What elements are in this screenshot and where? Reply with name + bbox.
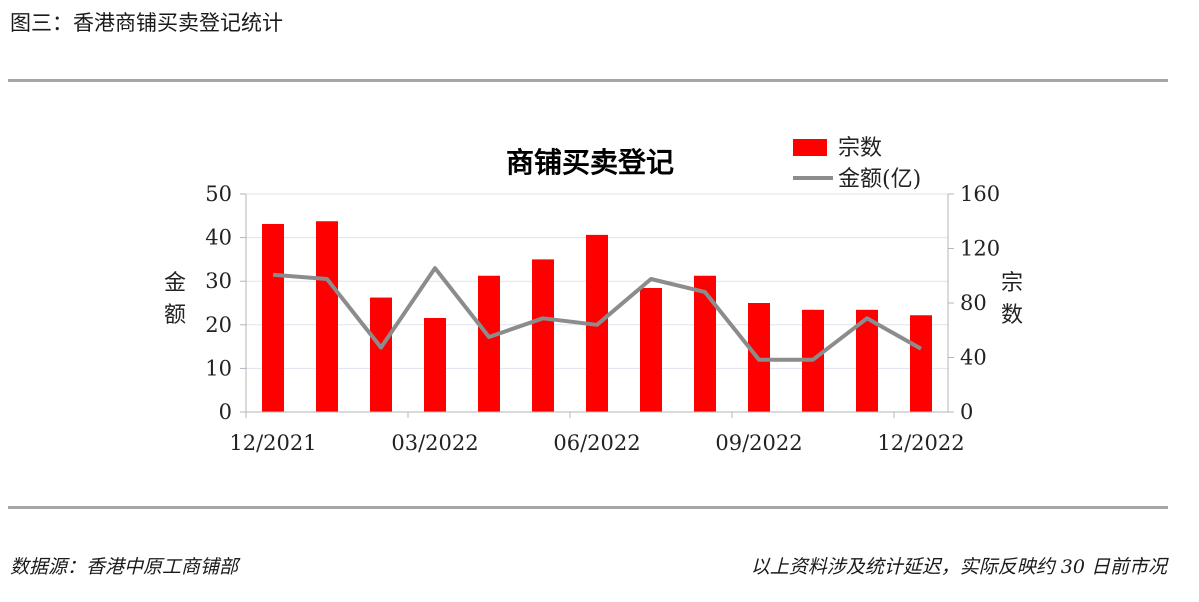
line-series	[272, 266, 922, 362]
left-tick-label-5: 50	[205, 182, 232, 206]
tick-labels: 0 10 20 30 40 50 0 40 80 120 160 12/2021 03/2022 06/2…	[205, 182, 1000, 455]
right-tick-label-0: 0	[960, 400, 973, 424]
legend-bar-swatch	[793, 139, 827, 156]
bar-0	[262, 223, 284, 412]
top-divider	[8, 79, 1168, 82]
bar-5	[532, 259, 554, 412]
left-axis-label: 金额	[164, 271, 186, 328]
x-tick-label-0: 12/2021	[229, 431, 316, 455]
x-tick-label-3: 09/2022	[715, 431, 802, 455]
legend-line-label: 金额(亿)	[838, 167, 921, 192]
footnote: 以上资料涉及统计延迟，实际反映约 30 日前市况	[750, 556, 1167, 578]
bar-4	[478, 275, 500, 412]
right-tick-label-1: 40	[960, 346, 987, 370]
left-tick-label-3: 30	[205, 269, 232, 293]
x-tick-label-1: 03/2022	[391, 431, 478, 455]
right-tick-label-2: 80	[960, 291, 987, 315]
legend: 宗数 金额(亿)	[793, 136, 921, 192]
right-tick-label-3: 120	[960, 237, 1000, 261]
bottom-divider	[8, 506, 1168, 509]
bar-1	[316, 221, 338, 412]
left-tick-label-1: 10	[205, 356, 232, 380]
bar-12	[910, 315, 932, 412]
figure-title: 图三：香港商铺买卖登记统计	[10, 11, 283, 35]
bar-8	[694, 275, 716, 412]
bar-11	[856, 309, 878, 412]
x-tick-label-4: 12/2022	[877, 431, 964, 455]
left-tick-label-2: 20	[205, 313, 232, 337]
left-tick-label-0: 0	[219, 400, 232, 424]
left-tick-label-4: 40	[205, 226, 232, 250]
right-tick-label-4: 160	[960, 182, 1000, 206]
legend-bar-label: 宗数	[838, 136, 882, 161]
right-axis-label: 宗数	[1001, 271, 1023, 328]
bar-series	[262, 221, 932, 412]
amount-line	[272, 266, 922, 362]
bar-7	[640, 288, 662, 412]
source-note: 数据源：香港中原工商铺部	[10, 556, 239, 578]
bar-3	[424, 317, 446, 412]
bar-2	[370, 297, 392, 412]
axes	[240, 193, 954, 418]
x-tick-label-2: 06/2022	[553, 431, 640, 455]
chart-title: 商铺买卖登记	[506, 146, 674, 179]
